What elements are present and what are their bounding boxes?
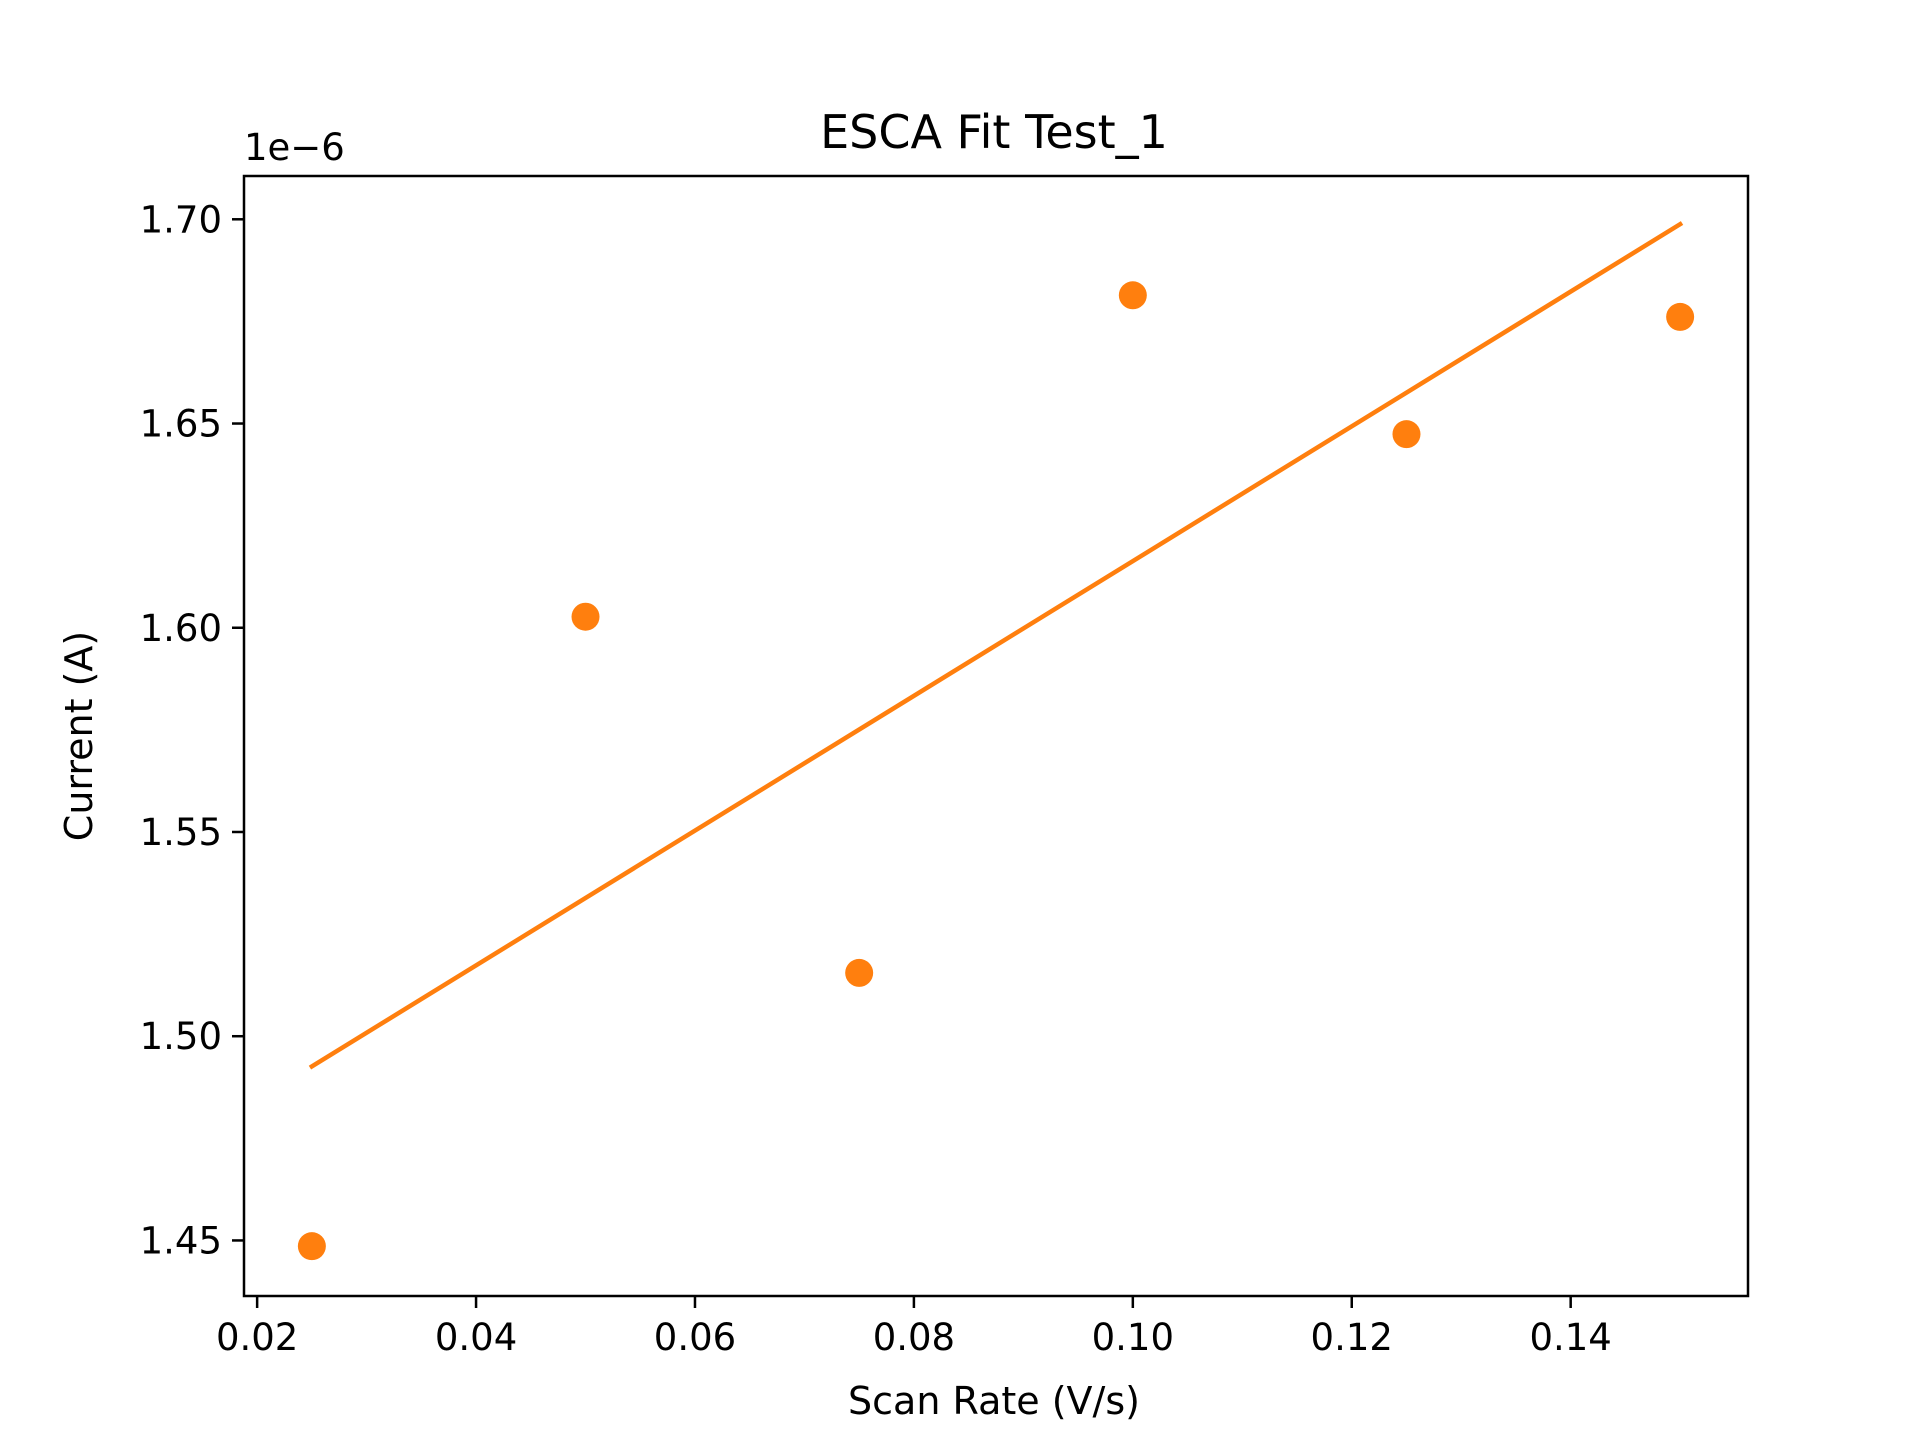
data-point (1666, 302, 1695, 331)
data-point (1118, 281, 1147, 310)
x-tick-label: 0.04 (435, 1316, 517, 1359)
data-point (1392, 420, 1421, 449)
y-tick-label: 1.70 (140, 198, 222, 241)
x-tick-label: 0.08 (873, 1316, 955, 1359)
data-point (297, 1232, 326, 1261)
y-tick-label: 1.50 (140, 1015, 222, 1058)
y-axis-offset-label: 1e−6 (244, 126, 345, 169)
x-tick-label: 0.14 (1529, 1316, 1611, 1359)
x-axis-label: Scan Rate (V/s) (848, 1379, 1140, 1423)
x-tick-label: 0.02 (216, 1316, 298, 1359)
y-tick-label: 1.45 (140, 1219, 222, 1262)
y-tick-label: 1.55 (140, 811, 222, 854)
data-point (571, 602, 600, 631)
y-tick-label: 1.65 (140, 403, 222, 446)
x-tick-label: 0.12 (1311, 1316, 1393, 1359)
y-tick-label: 1.60 (140, 607, 222, 650)
plot-content (297, 221, 1695, 1261)
y-axis-label: Current (A) (57, 631, 101, 841)
y-axis-ticks: 1.45 1.50 1.55 1.60 1.65 1.70 (140, 198, 244, 1262)
x-axis-ticks: 0.02 0.04 0.06 0.08 0.10 0.12 0.14 (216, 1296, 1612, 1359)
x-tick-label: 0.10 (1092, 1316, 1174, 1359)
plot-frame (242, 174, 1750, 1298)
data-point (845, 958, 874, 987)
fit-line (308, 221, 1684, 1070)
chart-title: ESCA Fit Test_1 (820, 105, 1168, 159)
x-tick-label: 0.06 (654, 1316, 736, 1359)
